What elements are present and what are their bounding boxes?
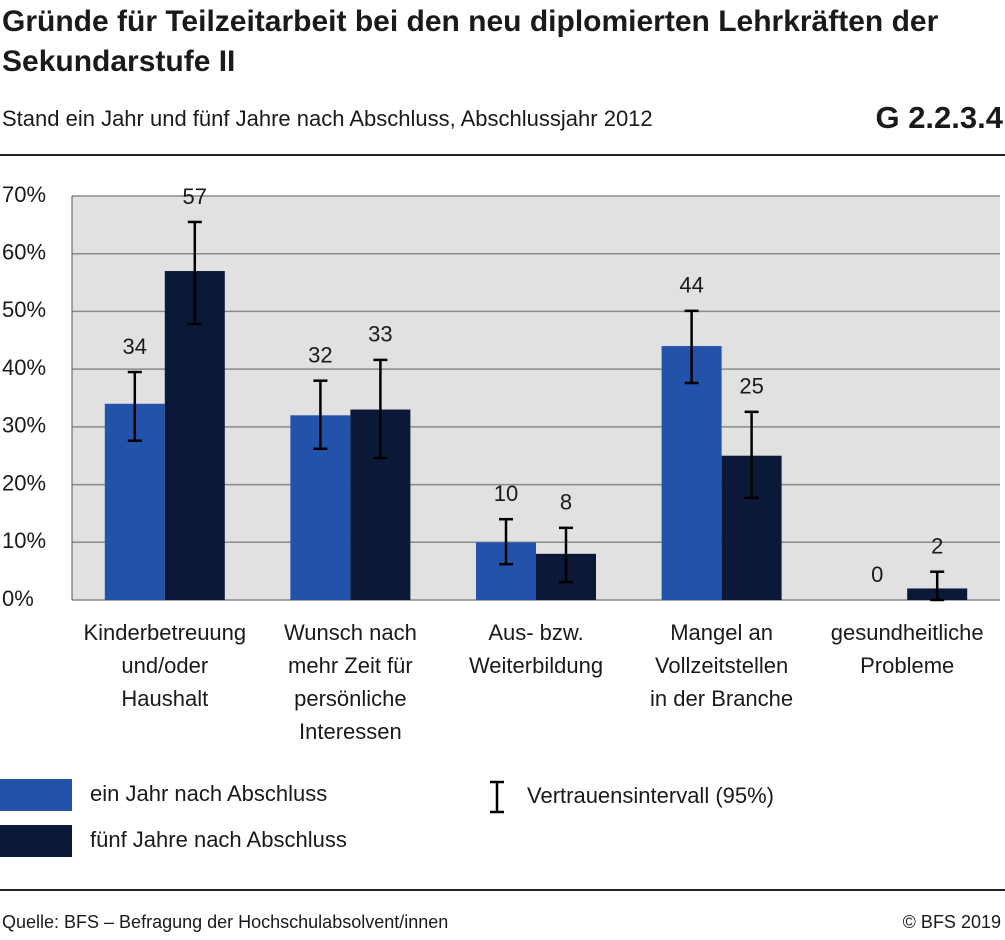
- value-label: 32: [308, 342, 332, 367]
- x-tick-label: Aus- bzw. Weiterbildung: [468, 620, 604, 678]
- legend-label: Vertrauensintervall (95%): [527, 783, 774, 808]
- y-tick-label: 20%: [2, 470, 46, 495]
- legend-label: fünf Jahre nach Abschluss: [90, 827, 347, 852]
- copyright: © BFS 2019: [902, 912, 1001, 932]
- legend-swatch: [0, 779, 72, 811]
- error-bar: [313, 379, 328, 451]
- legend-swatch: [0, 825, 72, 857]
- y-tick-label: 60%: [2, 240, 46, 265]
- x-tick-label: Kinderbetreuung und/oder Haushalt: [83, 620, 247, 711]
- bar: [661, 346, 722, 600]
- value-label: 44: [679, 273, 703, 298]
- value-label: 57: [183, 184, 207, 209]
- chart-code: G 2.2.3.4: [875, 100, 1003, 135]
- chart-title: Gründe für Teilzeitarbeit bei den neu di…: [2, 5, 939, 78]
- x-tick-label: Wunsch nach mehr Zeit für persönliche In…: [283, 620, 417, 744]
- bar: [164, 271, 225, 600]
- error-bar: [684, 309, 699, 385]
- value-label: 0: [871, 562, 883, 587]
- value-label: 34: [123, 334, 147, 359]
- error-bar: [930, 570, 945, 602]
- error-bar: [373, 358, 388, 460]
- y-tick-label: 50%: [2, 297, 46, 322]
- x-tick-label: Mangel an Vollzeitstellen in der Branche: [650, 620, 794, 711]
- legend-label: ein Jahr nach Abschluss: [90, 781, 327, 806]
- error-bar: [744, 410, 759, 500]
- y-tick-label: 70%: [2, 182, 46, 207]
- value-label: 33: [368, 322, 392, 347]
- x-tick-label: gesundheitliche Probleme: [830, 620, 984, 678]
- value-label: 8: [560, 490, 572, 515]
- error-bar: [499, 517, 513, 566]
- plot-area: [72, 196, 1000, 600]
- error-bar: [187, 220, 202, 326]
- y-tick-label: 40%: [2, 355, 46, 380]
- y-tick-label: 10%: [2, 528, 46, 553]
- source: Quelle: BFS – Befragung der Hochschulabs…: [2, 912, 449, 932]
- value-label: 10: [494, 481, 518, 506]
- error-bar: [127, 370, 142, 442]
- error-bar: [559, 526, 573, 584]
- y-tick-label: 0%: [2, 586, 34, 611]
- y-tick-label: 30%: [2, 413, 46, 438]
- value-label: 25: [739, 374, 763, 399]
- value-label: 2: [931, 534, 943, 559]
- chart-subtitle: Stand ein Jahr und fünf Jahre nach Absch…: [2, 106, 653, 131]
